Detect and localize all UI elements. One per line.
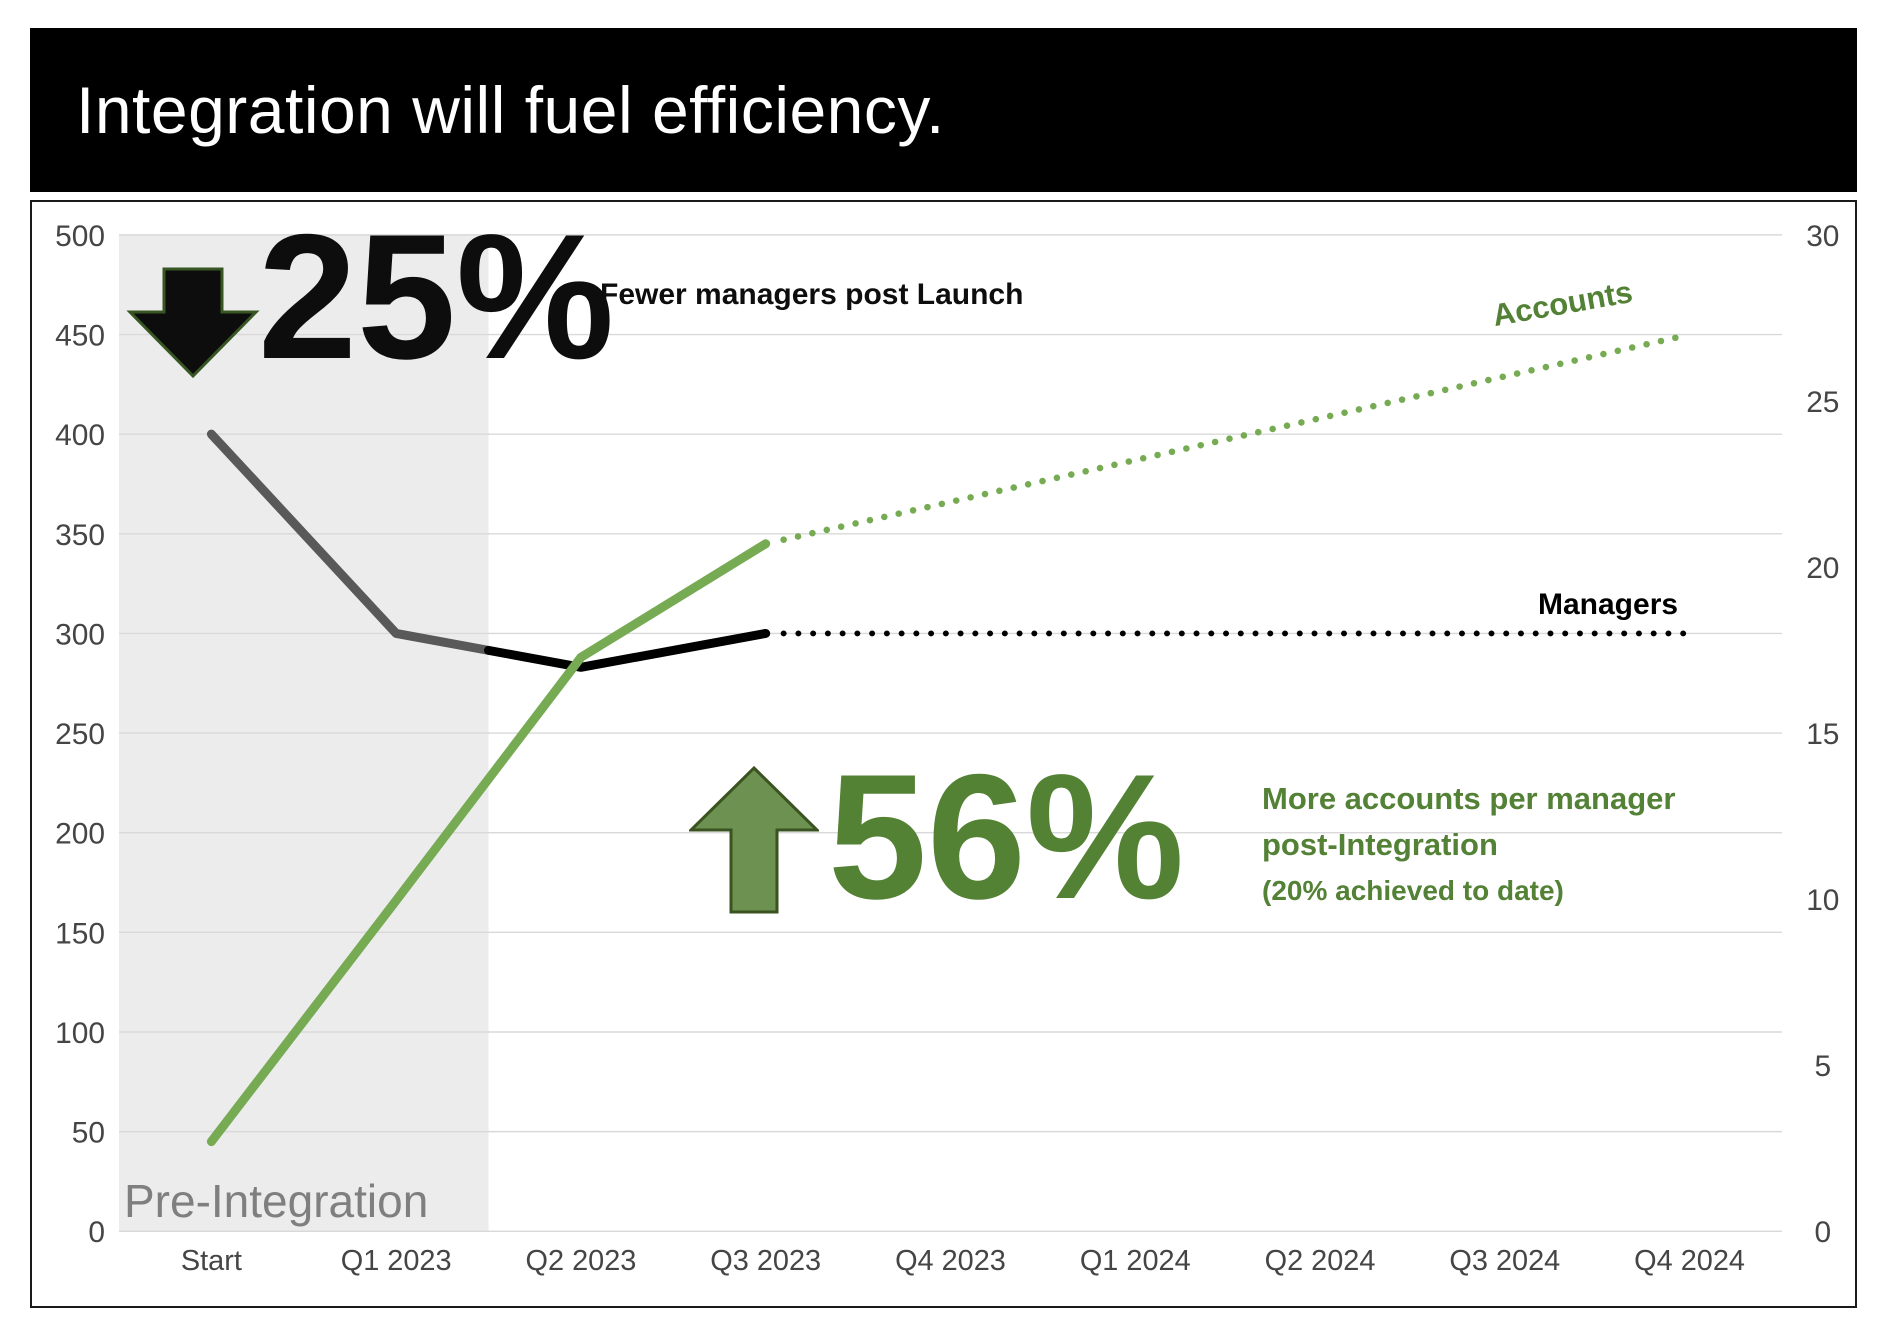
accounts-caption-line3: (20% achieved to date) <box>1262 875 1564 906</box>
efficiency-chart: 0 50 100 150 200 250 300 350 400 450 500 0 5 10 15 20 25… <box>30 200 1857 1308</box>
svg-text:Q4 2024: Q4 2024 <box>1634 1245 1745 1277</box>
svg-text:Q3 2023: Q3 2023 <box>710 1245 821 1277</box>
svg-text:Q3 2024: Q3 2024 <box>1449 1245 1560 1277</box>
managers-series-label: Managers <box>1538 588 1679 621</box>
svg-text:Q1 2024: Q1 2024 <box>1080 1245 1191 1277</box>
svg-text:500: 500 <box>55 220 105 253</box>
svg-text:10: 10 <box>1806 884 1839 917</box>
managers-change-value: 25% <box>258 197 615 396</box>
accounts-change-value: 56% <box>828 737 1185 936</box>
svg-text:Q2 2023: Q2 2023 <box>526 1245 637 1277</box>
svg-text:0: 0 <box>1815 1216 1832 1249</box>
svg-text:5: 5 <box>1815 1050 1832 1083</box>
svg-text:450: 450 <box>55 319 105 352</box>
accounts-caption-line2: post-Integration <box>1262 827 1498 862</box>
title-banner: Integration will fuel efficiency. <box>30 28 1857 192</box>
pre-integration-label: Pre-Integration <box>124 1175 429 1227</box>
svg-text:250: 250 <box>55 718 105 751</box>
svg-text:0: 0 <box>88 1216 105 1249</box>
down-arrow-icon <box>126 267 260 379</box>
managers-change-caption: Fewer managers post Launch <box>600 278 1024 311</box>
svg-text:400: 400 <box>55 419 105 452</box>
accounts-caption-line1: More accounts per manager <box>1262 781 1676 816</box>
svg-text:30: 30 <box>1806 220 1839 253</box>
svg-text:350: 350 <box>55 519 105 552</box>
svg-text:50: 50 <box>72 1117 105 1150</box>
svg-text:20: 20 <box>1806 552 1839 585</box>
svg-text:25: 25 <box>1806 386 1839 419</box>
svg-text:Q1 2023: Q1 2023 <box>341 1245 452 1277</box>
svg-text:150: 150 <box>55 917 105 950</box>
svg-text:300: 300 <box>55 618 105 651</box>
svg-text:Q2 2024: Q2 2024 <box>1265 1245 1376 1277</box>
svg-text:15: 15 <box>1806 718 1839 751</box>
up-arrow-icon <box>689 766 819 914</box>
accounts-change-caption: More accounts per manager post-Integrati… <box>1262 776 1675 914</box>
svg-text:200: 200 <box>55 818 105 851</box>
svg-text:Start: Start <box>181 1245 242 1277</box>
svg-text:Q4 2023: Q4 2023 <box>895 1245 1006 1277</box>
svg-text:100: 100 <box>55 1017 105 1050</box>
chart-plot-area: 0 50 100 150 200 250 300 350 400 450 500 0 5 10 15 20 25… <box>55 220 1839 1277</box>
page-title: Integration will fuel efficiency. <box>76 73 945 147</box>
